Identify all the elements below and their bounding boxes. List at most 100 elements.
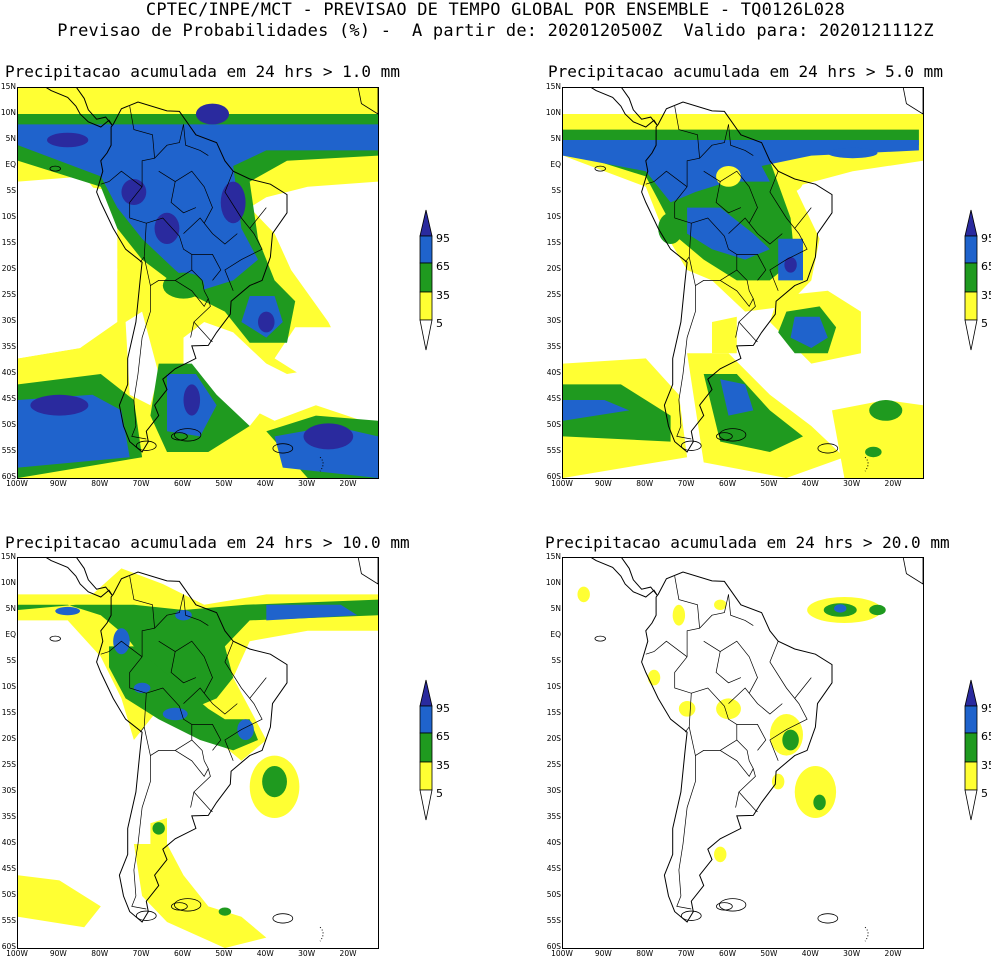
country-border	[191, 254, 222, 281]
country-border	[674, 656, 692, 733]
country-border	[728, 594, 754, 626]
map-panel-2	[562, 87, 924, 479]
colorbar-panel-4: 95 65 35 5	[963, 678, 991, 828]
lon-tick-label: 30W	[843, 949, 861, 958]
island	[680, 440, 702, 451]
lat-tick-label: 15N	[0, 82, 16, 91]
panel-1-title: Precipitacao acumulada em 24 hrs > 1.0 m…	[5, 62, 400, 81]
island	[174, 898, 202, 912]
country-border	[154, 124, 184, 159]
island	[719, 428, 747, 442]
lon-tick-label: 50W	[215, 949, 233, 958]
colorbar-swatch-35	[964, 732, 978, 763]
lat-tick-label: 50S	[1, 420, 16, 429]
lat-tick-label: 15N	[545, 552, 561, 561]
lon-tick-label: 50W	[760, 479, 778, 488]
lat-tick-label: 5N	[550, 604, 561, 613]
lat-tick-label: 30S	[546, 786, 561, 795]
island	[171, 902, 188, 911]
lat-tick-label: 40S	[546, 838, 561, 847]
lon-tick-label: 80W	[636, 479, 654, 488]
lat-tick-label: 50S	[1, 890, 16, 899]
colorbar-top-arrow	[964, 209, 978, 237]
country-border	[736, 254, 767, 281]
lat-tick-label: 10N	[0, 578, 16, 587]
lon-tick-label: 70W	[677, 479, 695, 488]
lat-tick-label: 35S	[1, 342, 16, 351]
country-border	[735, 321, 740, 338]
island	[49, 635, 61, 642]
coastline-central-america	[591, 558, 658, 598]
country-border	[695, 750, 721, 756]
lon-tick-label: 90W	[49, 479, 67, 488]
country-border	[728, 687, 783, 715]
yellow-5pct-area	[647, 669, 661, 686]
colorbar-level-label: 35	[981, 289, 991, 302]
country-border	[150, 750, 176, 756]
lat-tick-label: 5N	[5, 134, 16, 143]
figure-subtitle: Previsao de Probabilidades (%) - A parti…	[57, 21, 934, 41]
yellow-5pct-area	[18, 875, 101, 928]
lat-tick-label: EQ	[5, 630, 16, 639]
lat-tick-label: 15S	[546, 238, 561, 247]
blue-65pct-area	[162, 707, 188, 721]
country-border	[190, 791, 195, 808]
island	[594, 635, 606, 642]
lat-tick-label: 30S	[1, 316, 16, 325]
lon-tick-label: 30W	[843, 479, 861, 488]
country-border	[249, 207, 267, 229]
lat-tick-label: 10S	[546, 212, 561, 221]
coastline-south-america	[641, 571, 833, 923]
lat-tick-label: 50S	[546, 420, 561, 429]
lat-tick-label: 5N	[5, 604, 16, 613]
lat-tick-label: 45S	[546, 394, 561, 403]
coastline-south-america	[641, 101, 833, 453]
lat-tick-label: 45S	[1, 394, 16, 403]
lat-tick-label: 25S	[1, 760, 16, 769]
map-canvas	[18, 558, 378, 948]
yellow-5pct-area	[577, 586, 590, 603]
colorbar-graphic	[964, 209, 978, 351]
green-35pct-area	[18, 599, 378, 709]
yellow-5pct-area	[714, 599, 727, 610]
country-border	[674, 106, 700, 187]
lat-tick-label: 55S	[1, 446, 16, 455]
lat-tick-label: 25S	[546, 290, 561, 299]
lat-tick-label: 55S	[546, 916, 561, 925]
country-border	[150, 280, 176, 286]
island	[174, 428, 202, 442]
lat-tick-label: 10S	[1, 682, 16, 691]
lat-tick-label: 40S	[546, 368, 561, 377]
colorbar-top-arrow	[419, 209, 433, 237]
country-border	[158, 640, 213, 694]
panel-3-title: Precipitacao acumulada em 24 hrs > 10.0 …	[5, 533, 410, 552]
no-probability-area	[291, 197, 378, 312]
country-border	[728, 124, 754, 156]
colorbar-panel-3: 95 65 35 5	[418, 678, 488, 828]
colorbar-swatch-35	[419, 732, 433, 763]
lon-tick-label: 100W	[551, 479, 573, 488]
colorbar-level-label: 5	[436, 787, 443, 800]
lat-tick-label: 10N	[0, 108, 16, 117]
lat-tick-label: 10S	[546, 682, 561, 691]
country-border	[183, 594, 209, 626]
green-35pct-area	[152, 822, 165, 835]
colorbar-bottom-arrow	[964, 789, 978, 821]
green-35pct-area	[658, 212, 683, 244]
lat-tick-label: 55S	[546, 446, 561, 455]
colorbar-level-label: 5	[981, 317, 988, 330]
country-border	[129, 106, 155, 187]
colorbar-swatch-5	[964, 761, 978, 791]
colorbar-level-label: 35	[436, 759, 450, 772]
lon-tick-label: 100W	[6, 949, 28, 958]
country-border	[170, 651, 197, 684]
country-border	[728, 217, 783, 245]
lat-tick-label: 15N	[545, 82, 561, 91]
lon-tick-label: 50W	[760, 949, 778, 958]
green-35pct-area	[218, 907, 232, 916]
lon-tick-label: 80W	[91, 479, 109, 488]
colorbar-top-arrow	[964, 679, 978, 707]
country-border	[720, 739, 754, 778]
yellow-5pct-area	[832, 400, 923, 478]
lon-tick-label: 20W	[884, 949, 902, 958]
